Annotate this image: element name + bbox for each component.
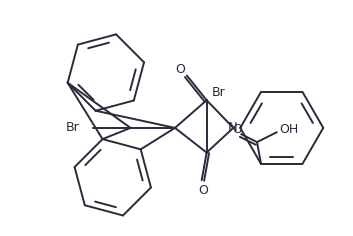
Text: Br: Br xyxy=(65,121,79,134)
Text: Br: Br xyxy=(211,86,225,99)
Text: O: O xyxy=(232,123,242,136)
Text: N: N xyxy=(227,121,237,134)
Text: O: O xyxy=(175,63,185,76)
Text: OH: OH xyxy=(279,123,298,136)
Text: O: O xyxy=(199,184,209,197)
